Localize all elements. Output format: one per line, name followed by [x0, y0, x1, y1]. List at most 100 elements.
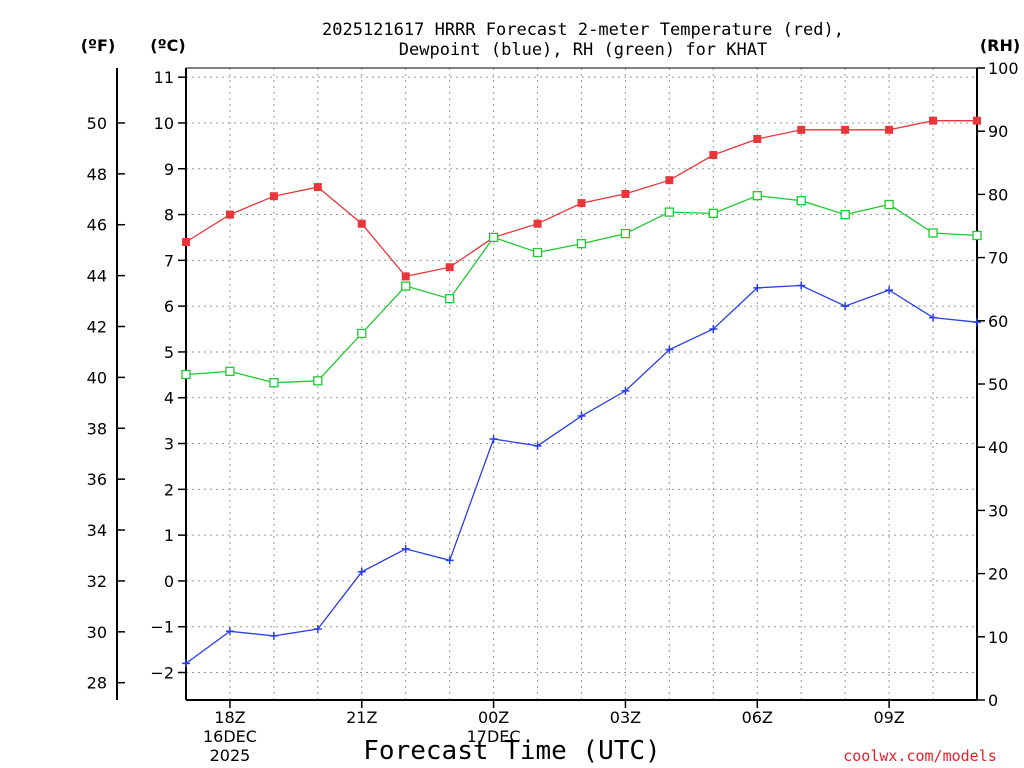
x-tick-label: 09Z — [873, 708, 904, 727]
series-rh — [181, 191, 982, 388]
rh-tick-label: 20 — [988, 565, 1008, 584]
fahrenheit-unit-label: (ºF) — [81, 36, 116, 55]
data-point-marker — [182, 238, 190, 247]
series-line — [185, 284, 978, 664]
data-point-marker — [313, 625, 322, 634]
data-point-marker — [269, 192, 278, 201]
data-point-marker — [401, 544, 410, 553]
celsius-tick-label: 0 — [164, 572, 174, 591]
celsius-tick-label: 6 — [164, 297, 174, 316]
fahrenheit-tick-label: 28 — [87, 674, 107, 693]
data-point-marker — [357, 219, 366, 228]
data-point-marker — [753, 283, 762, 292]
data-point-marker — [665, 345, 674, 354]
celsius-tick-label: 4 — [164, 389, 174, 408]
celsius-tick-label: 11 — [154, 68, 174, 87]
data-point-marker — [928, 228, 938, 238]
data-point-marker — [533, 441, 542, 450]
data-point-marker — [488, 232, 499, 243]
rh-unit-label: (RH) — [980, 36, 1020, 55]
data-point-marker — [533, 219, 542, 228]
celsius-tick-label: 10 — [154, 114, 174, 133]
series-line — [185, 195, 978, 384]
fahrenheit-tick-label: 30 — [87, 623, 107, 642]
data-point-marker — [884, 199, 894, 210]
data-point-marker — [972, 230, 982, 241]
rh-tick-label: 40 — [988, 438, 1008, 457]
data-point-marker — [620, 228, 631, 239]
series-lines — [181, 116, 982, 668]
fahrenheit-tick-label: 36 — [87, 470, 107, 489]
x-tick-label: 16DEC — [203, 727, 257, 746]
rh-tick-label: 0 — [988, 691, 998, 710]
data-point-marker — [973, 318, 981, 327]
data-point-marker — [797, 125, 806, 134]
data-point-marker — [621, 386, 630, 395]
data-point-marker — [796, 196, 806, 206]
data-point-marker — [709, 325, 718, 334]
data-point-marker — [665, 176, 674, 185]
data-point-marker — [577, 412, 586, 421]
data-point-marker — [885, 125, 894, 134]
data-point-marker — [841, 302, 850, 311]
data-point-marker — [973, 116, 981, 125]
data-point-marker — [445, 294, 455, 304]
data-point-marker — [182, 659, 190, 668]
data-point-marker — [840, 209, 850, 220]
data-point-marker — [797, 281, 806, 290]
data-point-marker — [885, 286, 894, 295]
x-tick-label: 18Z — [214, 708, 245, 727]
data-point-marker — [753, 134, 762, 143]
fahrenheit-tick-label: 42 — [87, 317, 107, 336]
data-point-marker — [709, 151, 718, 160]
celsius-tick-label: 1 — [164, 526, 174, 545]
series-2-meter-temperature — [182, 116, 981, 281]
fahrenheit-tick-label: 44 — [87, 267, 107, 286]
fahrenheit-tick-label: 46 — [87, 216, 107, 235]
celsius-tick-label: −2 — [150, 664, 174, 683]
rh-tick-label: 30 — [988, 501, 1008, 520]
x-tick-label: 17DEC — [467, 727, 521, 746]
celsius-tick-label: 2 — [164, 480, 174, 499]
grid-lines — [186, 68, 977, 700]
fahrenheit-tick-label: 50 — [87, 114, 107, 133]
chart-title-line1: 2025121617 HRRR Forecast 2-meter Tempera… — [322, 20, 844, 40]
fahrenheit-tick-label: 38 — [87, 419, 107, 438]
data-point-marker — [708, 208, 718, 219]
rh-tick-label: 50 — [988, 375, 1008, 394]
data-point-marker — [269, 631, 278, 640]
data-point-marker — [269, 378, 279, 388]
data-point-marker — [929, 313, 938, 322]
data-point-marker — [225, 366, 235, 377]
rh-tick-label: 90 — [988, 122, 1008, 141]
data-point-marker — [532, 247, 543, 258]
data-point-marker — [313, 376, 323, 386]
credit-label: coolwx.com/models — [843, 747, 997, 765]
axes: −2−1012345678910112830323436384042444648… — [87, 59, 1019, 765]
rh-tick-label: 100 — [988, 59, 1019, 78]
series-line — [185, 120, 977, 278]
rh-tick-label: 70 — [988, 249, 1008, 268]
celsius-tick-label: 5 — [164, 343, 174, 362]
data-point-marker — [181, 369, 191, 380]
fahrenheit-tick-label: 40 — [87, 368, 107, 387]
data-point-marker — [664, 207, 675, 217]
fahrenheit-tick-label: 34 — [87, 521, 107, 540]
data-point-marker — [929, 116, 938, 125]
x-tick-label: 06Z — [742, 708, 773, 727]
fahrenheit-tick-label: 32 — [87, 572, 107, 591]
celsius-tick-label: 9 — [164, 160, 174, 179]
x-axis-label: Forecast Time (UTC) — [363, 736, 660, 766]
series-dewpoint — [182, 281, 981, 668]
x-tick-label: 21Z — [346, 708, 377, 727]
data-point-marker — [445, 556, 454, 565]
data-point-marker — [445, 263, 454, 272]
x-tick-label: 2025 — [210, 746, 251, 765]
data-point-marker — [225, 627, 234, 636]
data-point-marker — [577, 199, 586, 208]
chart-title-line2: Dewpoint (blue), RH (green) for KHAT — [399, 40, 767, 60]
x-tick-label: 00Z — [478, 708, 509, 727]
celsius-tick-label: 3 — [164, 435, 174, 454]
data-point-marker — [841, 125, 850, 134]
